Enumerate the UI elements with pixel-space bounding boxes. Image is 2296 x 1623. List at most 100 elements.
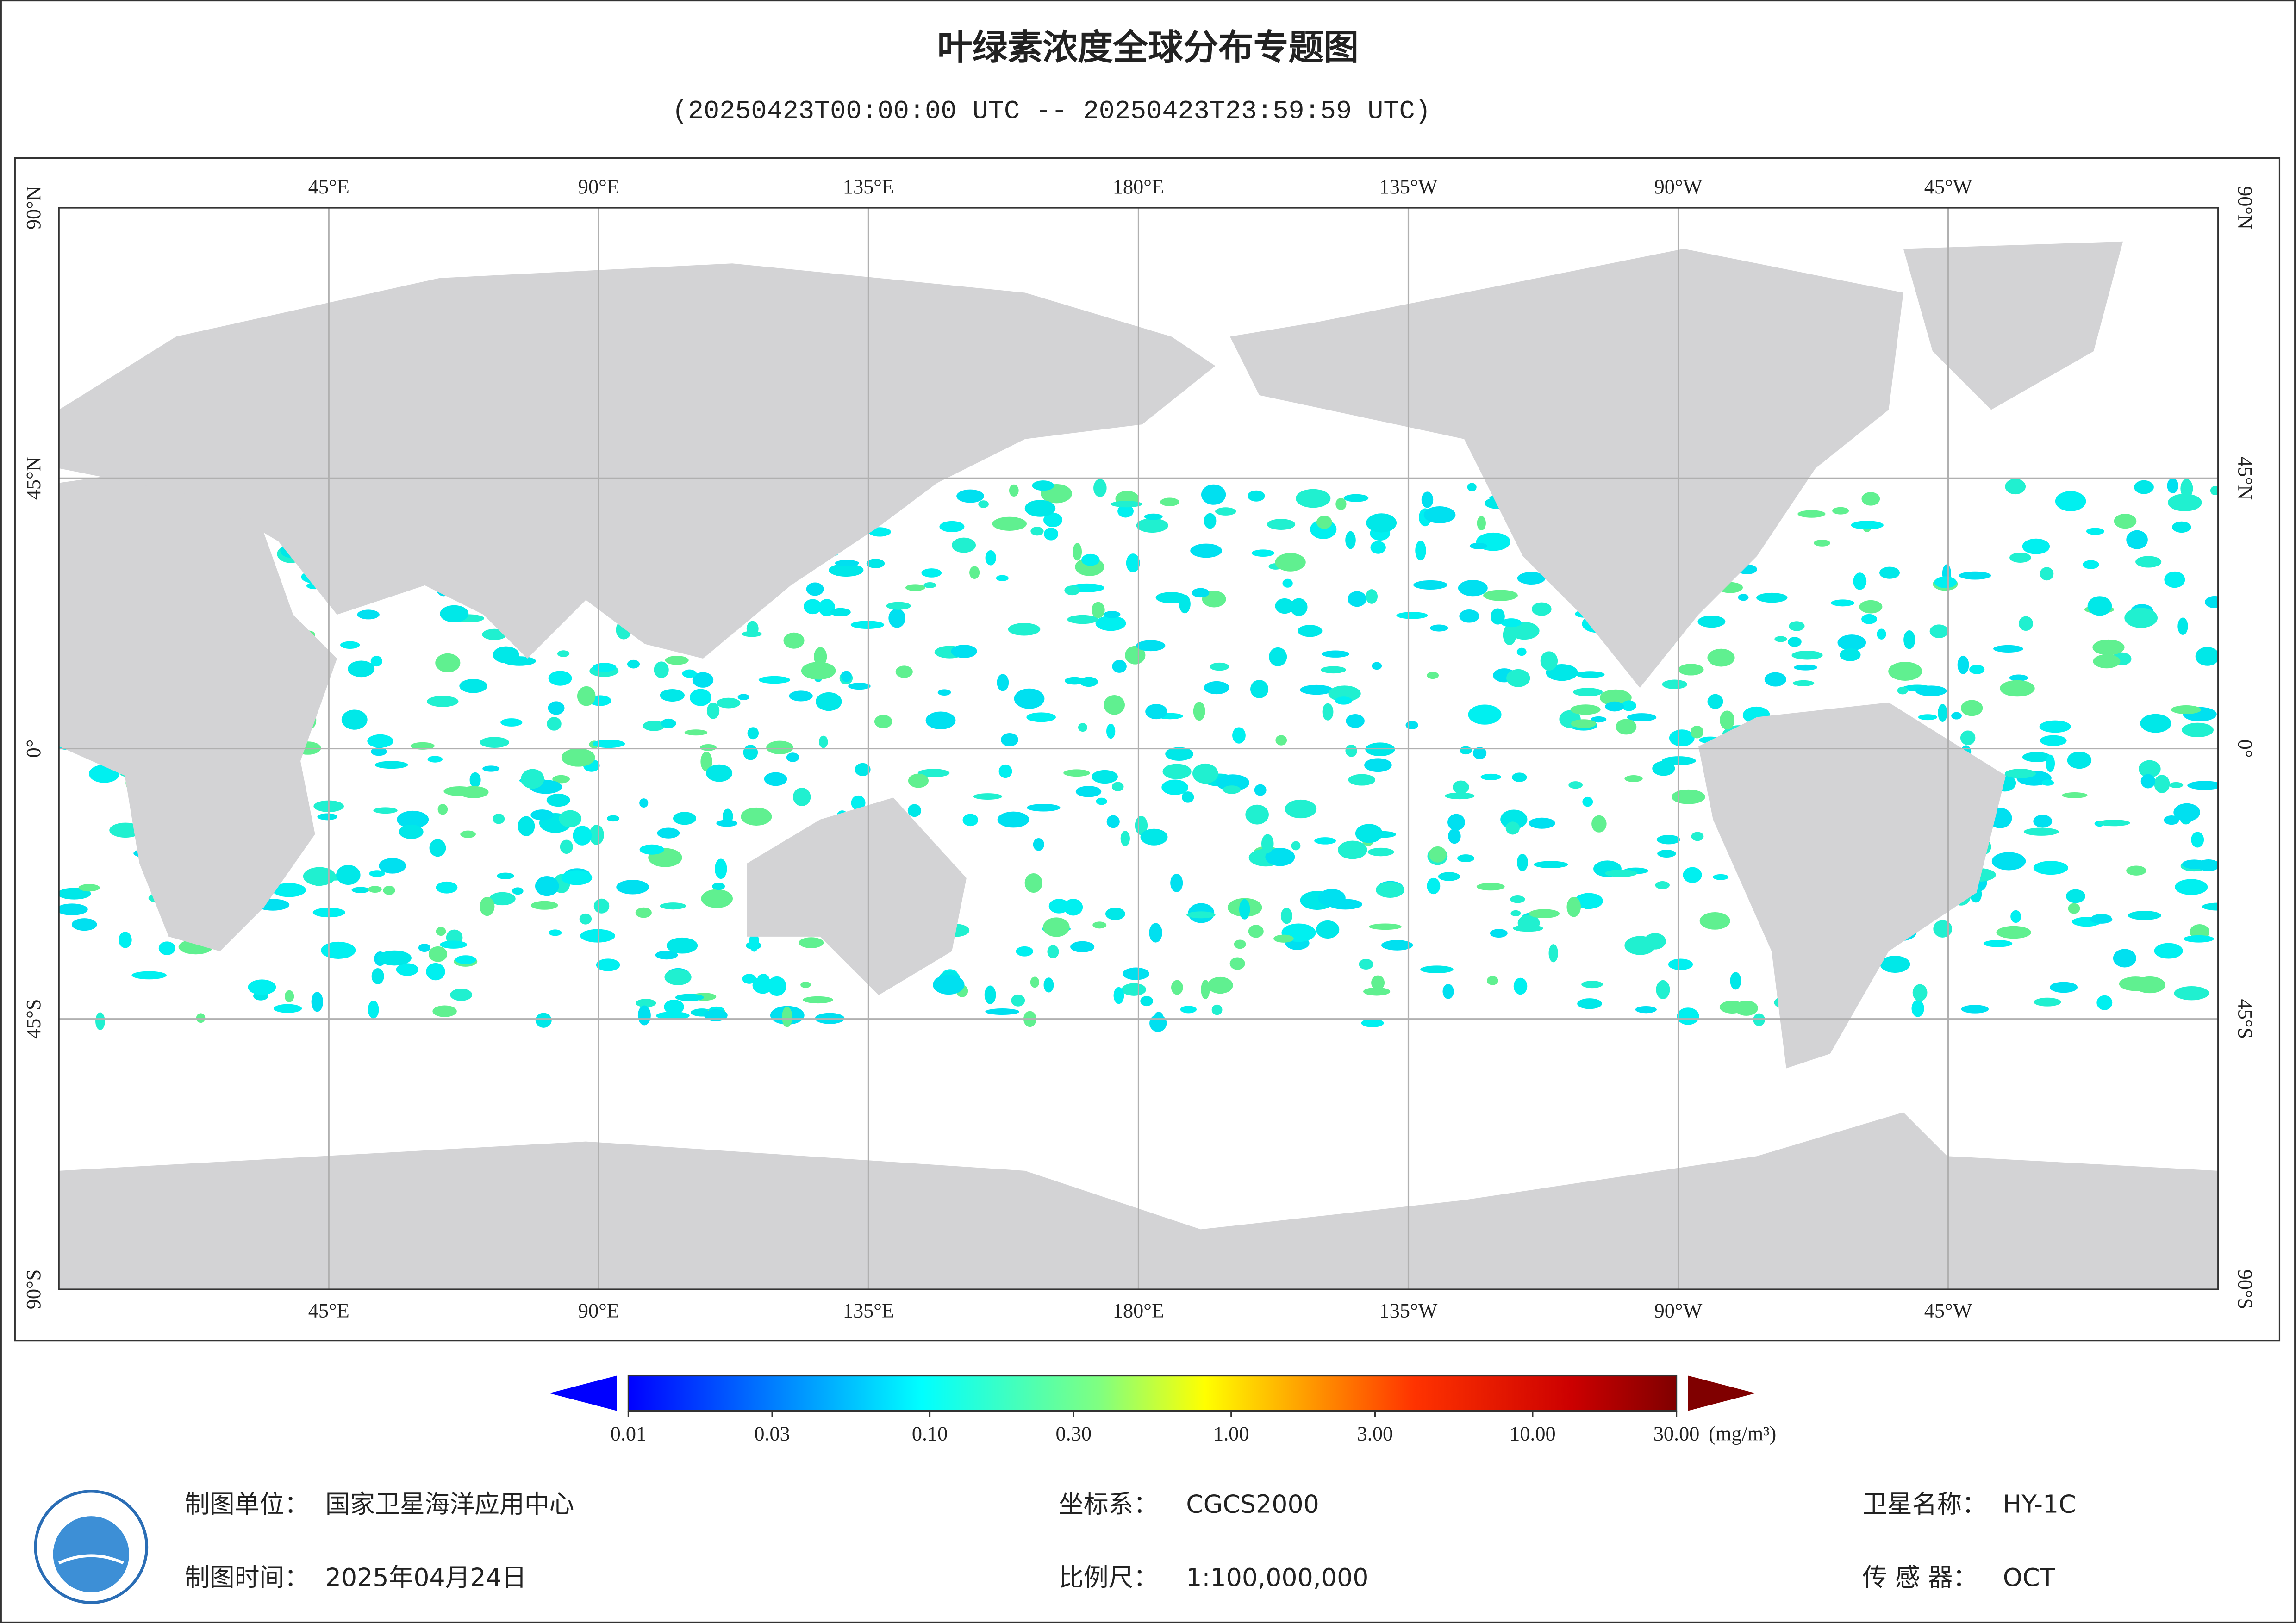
ocean-patch — [783, 632, 805, 649]
colorbar-unit: (mg/m³) — [1709, 1422, 1776, 1445]
ocean-patch — [248, 979, 276, 995]
ocean-patch — [819, 735, 828, 748]
ocean-patch — [656, 1011, 690, 1020]
ocean-patch — [1912, 984, 1928, 1001]
ocean-patch — [340, 641, 360, 649]
ocean-patch — [666, 937, 698, 954]
ocean-patch — [2005, 479, 2026, 495]
ocean-patch — [336, 865, 361, 885]
ocean-patch — [1170, 874, 1183, 892]
ocean-patch — [1591, 716, 1607, 723]
ocean-patch — [1929, 624, 1949, 638]
ocean-patch — [2164, 815, 2179, 825]
ocean-patch — [1814, 540, 1831, 547]
ocean-patch — [2175, 879, 2208, 895]
ocean-patch — [969, 566, 980, 579]
ocean-patch — [2195, 647, 2218, 666]
ocean-patch — [1027, 803, 1061, 812]
ocean-patch — [1136, 640, 1166, 652]
ocean-patch — [715, 858, 727, 879]
ocean-patch — [2018, 616, 2033, 631]
ocean-patch — [1190, 543, 1222, 558]
ocean-patch — [1376, 882, 1405, 898]
ocean-patch — [367, 734, 393, 748]
ocean-patch — [535, 876, 559, 896]
ocean-patch — [272, 883, 306, 897]
footer-label: 卫星名称： — [1862, 1490, 1987, 1519]
ocean-patch — [429, 839, 446, 857]
ocean-patch — [1467, 483, 1477, 491]
ocean-patch — [951, 645, 977, 658]
ocean-patch — [303, 867, 336, 886]
ocean-patch — [1510, 910, 1521, 916]
ocean-patch — [907, 804, 922, 817]
ocean-patch — [1413, 580, 1447, 590]
ocean-patch — [1490, 929, 1508, 938]
ocean-patch — [71, 918, 97, 931]
ocean-patch — [764, 772, 787, 786]
ocean-patch — [701, 889, 733, 908]
ocean-patch — [1043, 512, 1063, 528]
ocean-patch — [1903, 630, 1915, 649]
ocean-patch — [577, 686, 596, 706]
ocean-patch — [2139, 760, 2161, 778]
ocean-patch — [1788, 637, 1802, 647]
ocean-patch — [1877, 628, 1886, 640]
ocean-patch — [274, 1004, 302, 1013]
ocean-patch — [1534, 861, 1568, 868]
ocean-patch — [742, 974, 756, 984]
ocean-patch — [835, 560, 859, 566]
ocean-patch — [1460, 746, 1472, 755]
ocean-patch — [1662, 679, 1687, 689]
ocean-patch — [782, 1007, 792, 1027]
ocean-patch — [1513, 977, 1528, 995]
ocean-patch — [2183, 935, 2214, 943]
ocean-patch — [1774, 636, 1787, 642]
ocean-patch — [886, 602, 911, 610]
ocean-patch — [1073, 543, 1082, 561]
ocean-patch — [1165, 747, 1194, 761]
ocean-patch — [196, 1013, 206, 1023]
ocean-patch — [1180, 1006, 1197, 1014]
ocean-patch — [1505, 821, 1520, 835]
ocean-patch — [806, 582, 824, 596]
ocean-patch — [1096, 797, 1107, 805]
ocean-patch — [706, 703, 720, 719]
ocean-patch — [1081, 553, 1100, 566]
ocean-patch — [1690, 725, 1703, 739]
map-border — [58, 207, 2219, 1290]
ocean-patch — [1591, 815, 1607, 833]
ocean-patch — [2173, 803, 2200, 822]
ocean-patch — [455, 955, 476, 964]
ocean-patch — [1575, 671, 1605, 678]
ocean-patch — [984, 985, 996, 1004]
ocean-patch — [1009, 484, 1019, 497]
ocean-patch — [2210, 486, 2218, 496]
ocean-patch — [2067, 752, 2092, 769]
ocean-patch — [1476, 883, 1505, 891]
ocean-patch — [371, 968, 384, 984]
ocean-patch — [1480, 773, 1502, 780]
ocean-patch — [1043, 977, 1054, 993]
land-mass — [59, 263, 1216, 659]
ocean-patch — [1756, 592, 1788, 603]
ocean-patch — [675, 994, 704, 1001]
ocean-patch — [1983, 940, 2013, 947]
ocean-patch — [1421, 491, 1434, 508]
ocean-patch — [804, 599, 822, 615]
footer-label: 制图单位： — [185, 1490, 309, 1519]
ocean-patch — [1583, 903, 1593, 909]
colorbar — [627, 1374, 1678, 1412]
ocean-patch — [1126, 553, 1140, 572]
footer-label: 比例尺： — [1059, 1563, 1158, 1592]
colorbar-tick-label: 0.10 — [912, 1422, 948, 1445]
lon-label: 90°W — [1654, 175, 1703, 198]
ocean-patch — [1345, 744, 1357, 757]
ocean-patch — [1635, 1006, 1657, 1014]
ocean-patch — [1501, 618, 1522, 628]
ocean-patch — [1033, 838, 1044, 851]
ocean-patch — [1961, 1005, 1989, 1014]
ocean-patch — [2187, 781, 2218, 790]
ocean-patch — [2114, 514, 2137, 529]
ocean-patch — [377, 950, 412, 966]
